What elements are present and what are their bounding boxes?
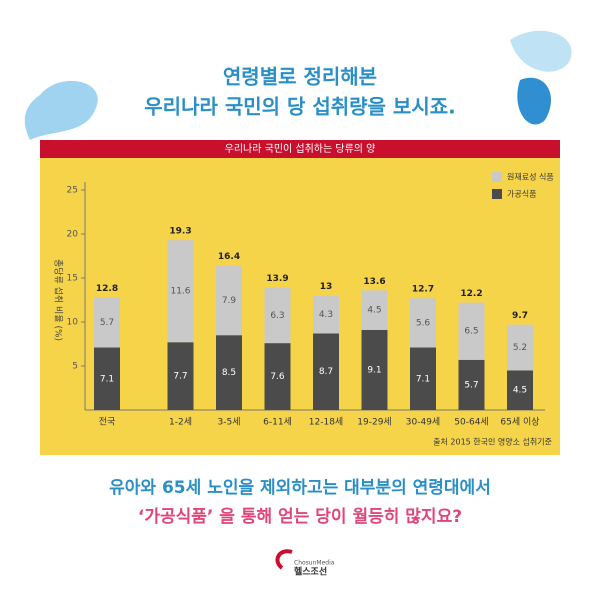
x-tick-label: 50-64세: [454, 417, 488, 428]
y-tick-label: 10: [67, 318, 79, 328]
total-label: 13.9: [266, 274, 288, 284]
bar-segment: [507, 370, 533, 410]
bar-segment: [167, 240, 194, 343]
x-tick-label: 30-49세: [406, 417, 440, 428]
x-tick-label: 1-2세: [169, 417, 192, 428]
footer-text: 유아와 65세 노인을 제외하고는 대부분의 연령대에서: [109, 477, 491, 498]
x-tick-label: 12-18세: [309, 417, 343, 428]
value-label: 7.9: [222, 296, 237, 306]
value-label: 7.1: [100, 374, 114, 384]
chart-title: 우리나라 국민이 섭취하는 당류의 양: [225, 142, 376, 155]
bar-segment: [94, 347, 120, 410]
total-label: 12.7: [412, 285, 434, 295]
legend-label: 가공식품: [507, 190, 536, 199]
bar-segment: [167, 342, 194, 410]
total-label: 13: [320, 282, 333, 292]
bar-segment: [507, 324, 533, 371]
bar-segment: [410, 298, 436, 348]
total-label: 12.8: [96, 284, 118, 294]
y-tick-label: 25: [67, 186, 78, 196]
headline: 연령별로 정리해본: [223, 65, 377, 89]
bar-segment: [313, 295, 339, 334]
decoration: [510, 30, 572, 72]
value-label: 7.7: [173, 372, 187, 382]
value-label: 7.1: [416, 374, 430, 384]
x-tick-label: 3-5세: [218, 417, 241, 428]
bar-segment: [94, 297, 120, 348]
bar-segment: [361, 329, 388, 410]
value-label: 6.5: [464, 327, 478, 337]
footer-text: ‘가공식품’ 을 통해 얻는 당이 월등히 많지요?: [138, 506, 462, 527]
logo-mark: [275, 549, 293, 570]
value-label: 7.6: [270, 372, 285, 382]
x-tick-label: 6-11세: [263, 417, 292, 428]
bar-segment: [458, 359, 485, 410]
source: 출처 2015 한국인 영양소 섭취기준: [433, 437, 552, 447]
x-tick-label: 19-29세: [357, 417, 391, 428]
x-tick-label: 65세 이상: [500, 417, 539, 428]
bar-segment: [216, 335, 242, 410]
decoration: [517, 77, 551, 125]
bar-segment: [410, 347, 436, 410]
total-label: 19.3: [169, 227, 191, 237]
value-label: 5.7: [100, 318, 114, 328]
bar-segment: [264, 343, 291, 410]
value-label: 8.7: [319, 367, 333, 377]
value-label: 5.2: [513, 343, 527, 353]
total-label: 16.4: [218, 252, 240, 262]
value-label: 9.1: [367, 365, 381, 375]
logo-text: 헬스조선: [294, 566, 327, 578]
logo-text: ChosunMedia: [294, 560, 335, 567]
total-label: 9.7: [512, 311, 528, 321]
y-tick-label: 20: [67, 230, 79, 240]
bar-segment: [313, 333, 339, 410]
y-axis-label: 총당류 섭취 비율 (%): [53, 259, 64, 341]
headline: 우리나라 국민의 당 섭취량을 보시죠.: [144, 95, 455, 119]
value-label: 5.6: [416, 318, 431, 328]
value-label: 5.7: [464, 380, 478, 390]
y-tick-label: 5: [72, 362, 78, 372]
legend-label: 원재료성 식품: [507, 173, 554, 182]
value-label: 6.3: [270, 311, 284, 321]
value-label: 8.5: [222, 368, 236, 378]
chart-title-bar: [40, 140, 560, 158]
bar-segment: [361, 290, 388, 330]
value-label: 4.5: [367, 306, 381, 316]
legend-swatch: [492, 189, 502, 199]
value-label: 4.3: [319, 310, 333, 320]
total-label: 13.6: [363, 277, 385, 287]
legend-swatch: [492, 172, 502, 182]
bar-segment: [458, 302, 485, 360]
decoration: [24, 80, 98, 140]
value-label: 4.5: [513, 386, 527, 396]
total-label: 12.2: [460, 289, 482, 299]
y-tick-label: 15: [67, 274, 78, 284]
bar-segment: [264, 287, 291, 344]
x-tick-label: 전국: [99, 417, 116, 428]
bar-segment: [216, 265, 242, 336]
value-label: 11.6: [170, 287, 190, 297]
